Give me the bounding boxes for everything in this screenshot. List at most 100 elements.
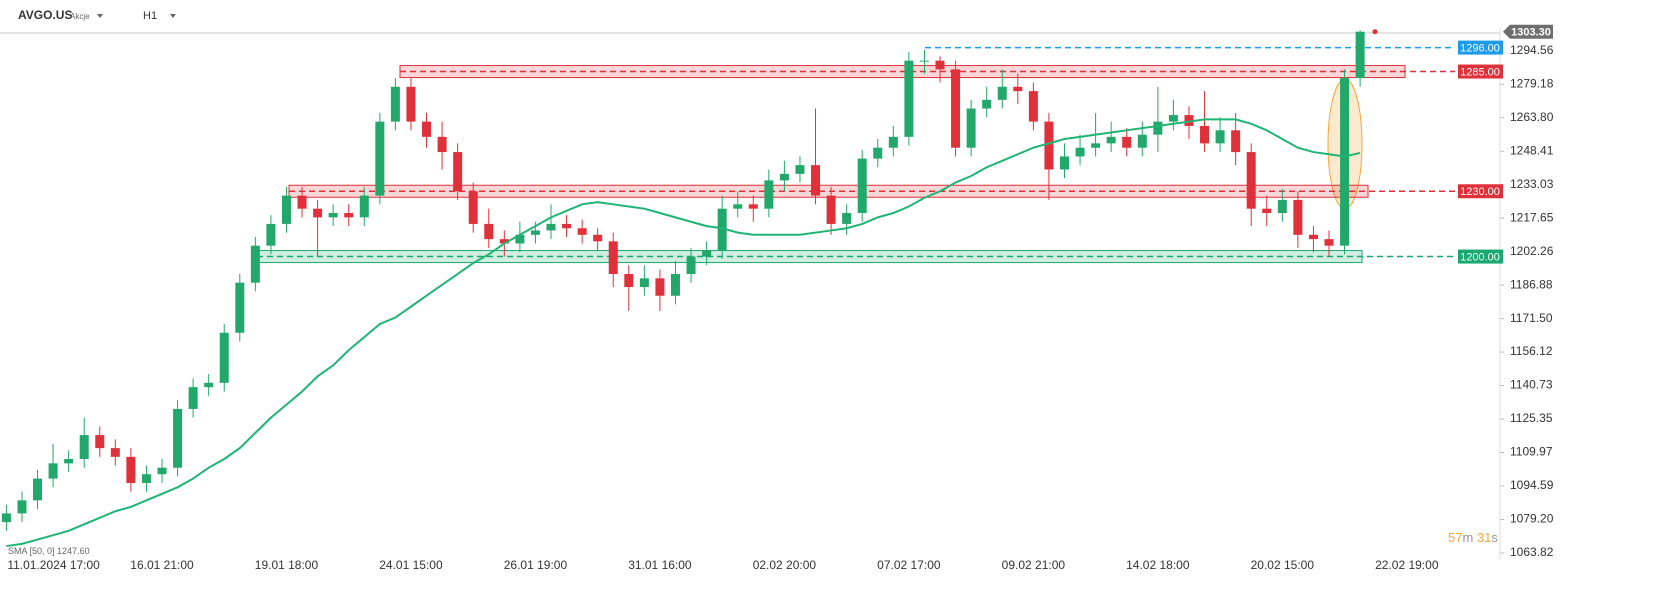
candle-body xyxy=(204,382,214,388)
x-tick-label: 14.02 18:00 xyxy=(1126,558,1190,572)
candle-body xyxy=(919,60,929,62)
x-tick-label: 22.02 19:00 xyxy=(1375,558,1439,572)
candle-body xyxy=(141,474,151,483)
candle-body xyxy=(546,223,556,231)
candle-body xyxy=(1215,130,1225,144)
candle-body xyxy=(779,173,789,181)
candle-body xyxy=(422,121,432,137)
countdown-part: s xyxy=(1491,530,1498,545)
y-tick-label: 1094.59 xyxy=(1510,478,1554,492)
level-label: 1200.00 xyxy=(1460,251,1500,263)
candle-body xyxy=(390,86,400,122)
candle-body xyxy=(826,195,836,224)
candle-body xyxy=(1013,86,1023,92)
dropdown-arrow[interactable] xyxy=(97,14,103,18)
candle-body xyxy=(686,256,696,274)
candle-body xyxy=(577,228,587,235)
level-label: 1230.00 xyxy=(1460,186,1500,198)
candle-body xyxy=(1293,199,1303,235)
candle-body xyxy=(453,152,463,192)
y-tick-label: 1125.35 xyxy=(1510,411,1553,425)
countdown-part: 31 xyxy=(1477,530,1491,545)
candle-body xyxy=(17,500,27,514)
candle-body xyxy=(1340,78,1350,246)
interval[interactable]: H1 xyxy=(143,10,157,22)
x-tick-label: 09.02 21:00 xyxy=(1002,558,1066,572)
x-tick-label: 26.01 19:00 xyxy=(504,558,568,572)
candle-body xyxy=(250,245,260,283)
candle-body xyxy=(359,195,369,218)
candle-body xyxy=(951,69,961,148)
candle-body xyxy=(64,458,74,464)
candle-body xyxy=(126,456,136,483)
y-tick-label: 1294.56 xyxy=(1510,43,1554,57)
x-tick-label: 19.01 18:00 xyxy=(255,558,319,572)
candle-body xyxy=(1028,91,1038,122)
sma-line xyxy=(6,118,1361,548)
y-tick-label: 1063.82 xyxy=(1510,545,1554,559)
candle-body xyxy=(748,204,758,209)
candle-body xyxy=(1231,130,1241,153)
candle-body xyxy=(608,241,618,274)
y-tick-label: 1279.18 xyxy=(1510,76,1554,90)
x-tick-label: 31.01 16:00 xyxy=(628,558,692,572)
candle-body xyxy=(1277,199,1287,214)
sma-name: SMA [50, 0] xyxy=(8,546,55,556)
candle-body xyxy=(1,513,11,523)
candle-body xyxy=(1246,152,1256,209)
symbol[interactable]: AVGO.US xyxy=(18,8,72,22)
x-tick-label: 07.02 17:00 xyxy=(877,558,941,572)
candle-body xyxy=(1137,134,1147,148)
candle-body xyxy=(313,208,323,218)
candle-body xyxy=(375,121,385,196)
level-label-box xyxy=(1458,184,1503,199)
candle-body xyxy=(1308,234,1318,240)
candle-body xyxy=(1324,239,1334,246)
candle-body xyxy=(842,213,852,224)
dropdown-arrow[interactable] xyxy=(170,14,176,18)
candle-body xyxy=(1044,121,1054,170)
level-label-box xyxy=(1458,249,1503,264)
last-price-box xyxy=(1503,24,1553,39)
candle-body xyxy=(1184,115,1194,126)
candle-body xyxy=(795,165,805,174)
candle-body xyxy=(1355,31,1365,79)
candle-body xyxy=(997,86,1007,100)
candle-body xyxy=(468,191,478,224)
candle-body xyxy=(702,250,712,257)
candle-body xyxy=(235,282,245,333)
candle-body xyxy=(281,195,291,224)
y-tick-label: 1140.73 xyxy=(1510,378,1553,392)
candle-body xyxy=(1168,115,1178,122)
candle-body xyxy=(935,60,945,70)
x-tick-label: 16.01 21:00 xyxy=(130,558,194,572)
y-tick-label: 1217.65 xyxy=(1510,210,1554,224)
candle-body xyxy=(655,278,665,296)
level-label: 1296.00 xyxy=(1460,42,1500,54)
candle-body xyxy=(811,165,821,196)
candle-body xyxy=(1091,143,1101,148)
candle-body xyxy=(437,136,447,153)
candle-body xyxy=(530,230,540,235)
candle-body xyxy=(406,86,416,122)
candle-body xyxy=(33,478,43,501)
x-tick-label: 20.02 15:00 xyxy=(1251,558,1315,572)
candle-body xyxy=(857,158,867,214)
candle-body xyxy=(219,332,229,383)
candle-body xyxy=(1106,136,1116,144)
candle-body xyxy=(188,387,198,409)
candle-body xyxy=(873,147,883,159)
candle-body xyxy=(79,435,89,459)
candle-body xyxy=(733,204,743,209)
candle-body xyxy=(95,435,105,449)
candle-body xyxy=(593,234,603,242)
countdown-part: m xyxy=(1462,530,1473,545)
candle-body xyxy=(670,273,680,296)
candle-body xyxy=(717,208,727,251)
candle-body xyxy=(328,213,338,218)
sma-value: 1247.60 xyxy=(57,546,90,556)
candle-body xyxy=(966,108,976,148)
y-tick-label: 1248.41 xyxy=(1510,143,1554,157)
